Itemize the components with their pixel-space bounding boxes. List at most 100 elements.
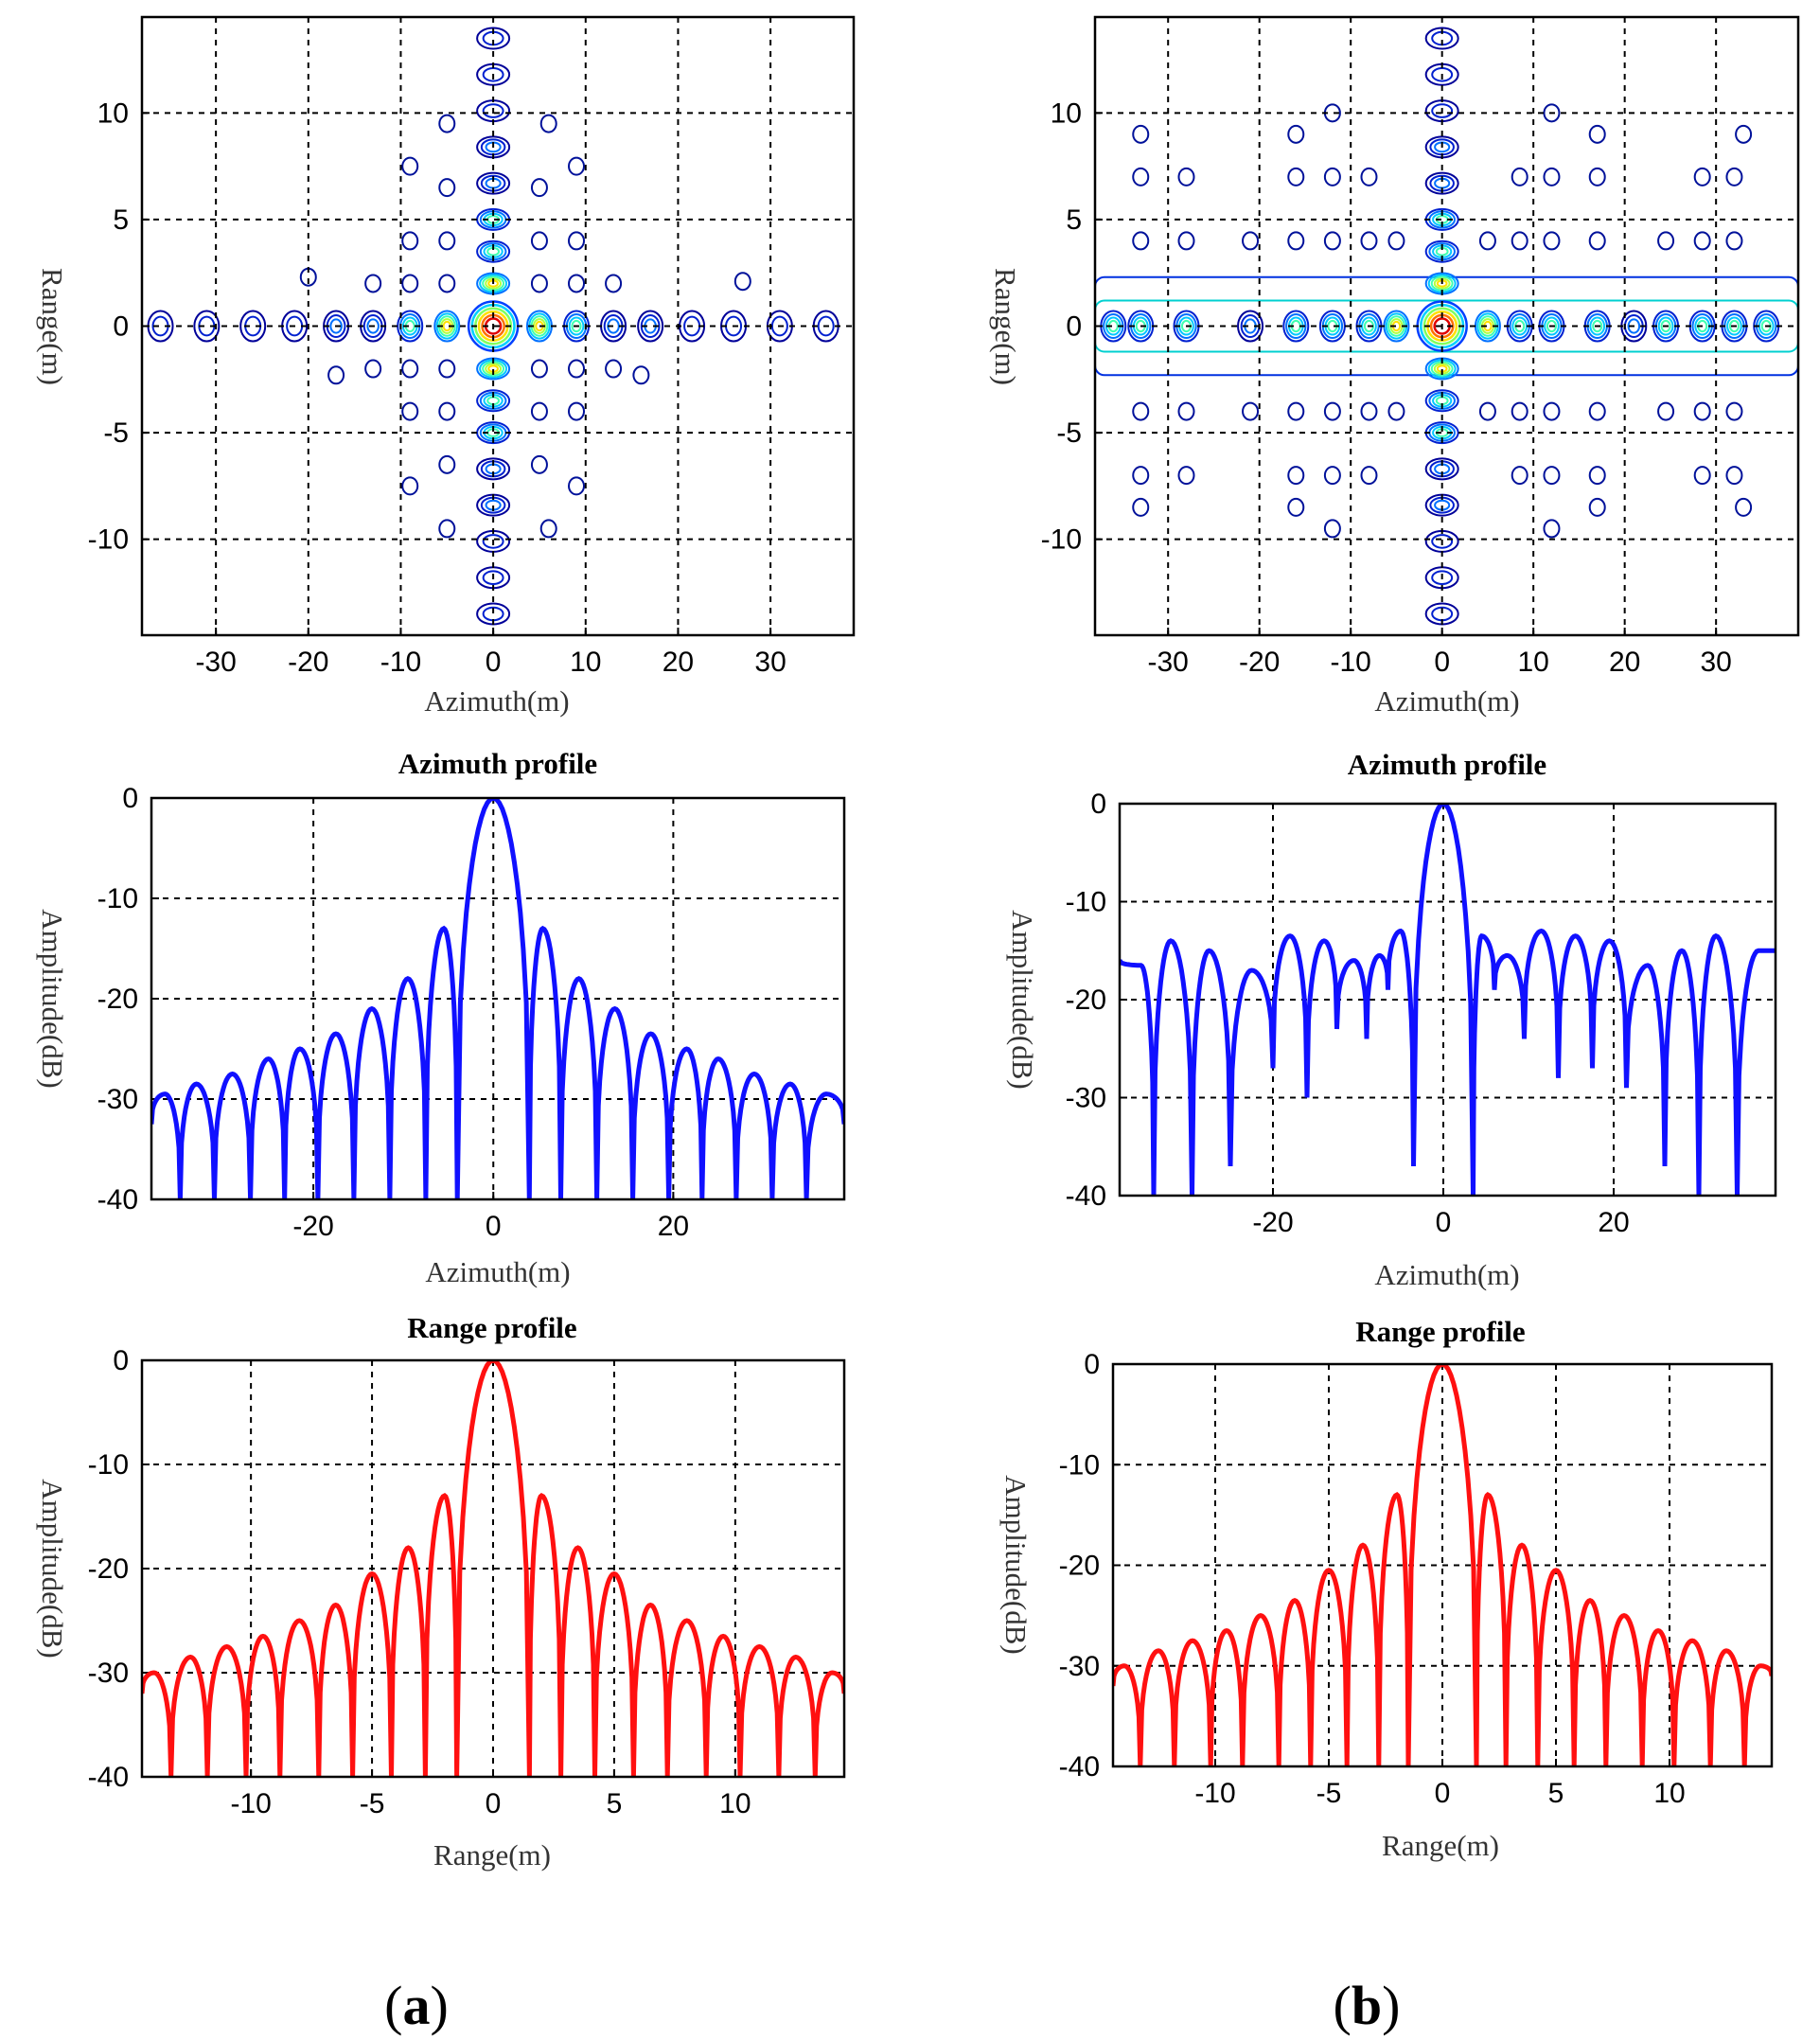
contour-blob — [1323, 231, 1341, 251]
contour-blob — [568, 401, 586, 421]
plot-frame — [1093, 15, 1800, 637]
contour-blob — [401, 359, 419, 379]
profile-marks — [151, 798, 844, 1199]
contour-blob — [568, 231, 586, 251]
y-axis-label: Amplitude(dB) — [36, 1479, 69, 1658]
contour-blob — [1177, 167, 1195, 186]
contour-blob — [539, 114, 557, 133]
y-tick-label: -10 — [1066, 887, 1106, 918]
contour-blob — [1511, 401, 1528, 421]
y-tick-label: -40 — [97, 1184, 138, 1215]
y-axis-label: Amplitude(dB) — [36, 909, 69, 1088]
y-tick-label: 0 — [122, 783, 138, 814]
x-tick-label: -30 — [1148, 647, 1189, 678]
contour-blob — [1323, 466, 1341, 486]
range-sidelobe — [1424, 389, 1459, 413]
contour-blob — [1478, 401, 1496, 421]
contour-blob — [568, 359, 586, 379]
contour-blob — [530, 231, 548, 251]
contour-blob — [401, 231, 419, 251]
y-tick-label: 5 — [1066, 204, 1082, 236]
contour-blob — [1387, 401, 1405, 421]
y-tick-label: -20 — [97, 984, 138, 1015]
contour-blob — [1323, 401, 1341, 421]
contour-blob — [1360, 231, 1378, 251]
contour-blob — [438, 231, 456, 251]
plot-title: Range profile — [407, 1311, 576, 1344]
range-sidelobe — [482, 570, 504, 585]
contour-blob — [1735, 124, 1753, 144]
contour-blob — [530, 401, 548, 421]
azimuth-sidelobe — [239, 310, 267, 343]
contour-blob — [1543, 519, 1561, 539]
contour-blob — [1511, 231, 1528, 251]
x-tick-label: 10 — [719, 1788, 751, 1819]
contour-blob — [1478, 231, 1496, 251]
range-sidelobe — [482, 67, 504, 82]
azimuth-sidelobe — [1237, 310, 1264, 343]
y-axis-label: Amplitude(dB) — [1006, 910, 1039, 1089]
plot-frame — [1111, 1362, 1774, 1768]
x-tick-label: 10 — [570, 647, 601, 678]
contour-blob — [1543, 401, 1561, 421]
contour-blob — [568, 156, 586, 176]
profile-line — [1120, 804, 1776, 1196]
azimuth-sidelobe — [1660, 319, 1671, 333]
contour-blob — [539, 519, 557, 539]
contour-blob — [401, 274, 419, 293]
y-tick-label: -30 — [1059, 1651, 1100, 1682]
contour-blob — [1588, 401, 1606, 421]
contour-blob — [530, 274, 548, 293]
x-tick-label: -20 — [288, 647, 328, 678]
contour-blob — [568, 476, 586, 496]
contour-blob — [1588, 231, 1606, 251]
contour-blob — [1543, 167, 1561, 186]
contour-blob — [1177, 401, 1195, 421]
y-tick-label: -40 — [1066, 1180, 1106, 1212]
contour-blob — [1177, 231, 1195, 251]
x-axis-label: Azimuth(m) — [1374, 684, 1519, 718]
contour-blob — [1287, 231, 1305, 251]
contour-blob — [1588, 167, 1606, 186]
contour-blob — [605, 274, 623, 293]
azimuth-sidelobe — [568, 316, 585, 336]
x-tick-label: 20 — [1609, 647, 1640, 678]
y-tick-label: 10 — [1051, 98, 1082, 129]
contour-blob — [568, 274, 586, 293]
y-tick-label: -5 — [1056, 417, 1082, 449]
contour-blob — [733, 272, 751, 292]
azimuth-sidelobe — [1627, 318, 1641, 334]
azimuth-sidelobe — [1285, 312, 1307, 340]
azimuth-sidelobe — [329, 318, 343, 334]
contour-blob — [401, 401, 419, 421]
y-tick-label: -20 — [1066, 985, 1106, 1016]
y-tick-label: 10 — [97, 98, 129, 129]
y-tick-label: 0 — [1066, 311, 1082, 343]
x-tick-label: -20 — [292, 1211, 333, 1242]
x-tick-label: -5 — [1316, 1778, 1342, 1809]
contour-blob — [401, 156, 419, 176]
contour-blob — [1725, 466, 1743, 486]
range-sidelobe — [1431, 67, 1454, 82]
contour-blob — [1287, 167, 1305, 186]
x-tick-label: 10 — [1653, 1778, 1685, 1809]
y-tick-label: 0 — [1090, 789, 1106, 820]
profile-marks — [1120, 804, 1776, 1196]
contour-blob — [1360, 466, 1378, 486]
contour-blob — [1360, 401, 1378, 421]
y-tick-label: 0 — [1084, 1349, 1100, 1380]
contour-blob — [1693, 167, 1711, 186]
range-sidelobe — [476, 239, 511, 263]
x-tick-label: 30 — [754, 647, 786, 678]
x-tick-label: -10 — [230, 1788, 271, 1819]
x-tick-label: -20 — [1239, 647, 1280, 678]
x-axis-label: Azimuth(m) — [424, 684, 569, 718]
azimuth-profile-plot-a: -20 0 20 0 -10 -20 -30 -40 Azimuth(m) Amplitude(d… — [36, 747, 846, 1288]
contour-blob — [1725, 231, 1743, 251]
azimuth-sidelobe — [817, 315, 835, 337]
contour-blob — [1588, 497, 1606, 517]
azimuth-sidelobe — [637, 310, 664, 343]
x-tick-label: 10 — [1517, 647, 1548, 678]
x-tick-label: 20 — [1598, 1207, 1629, 1238]
range-sidelobe — [486, 396, 501, 406]
